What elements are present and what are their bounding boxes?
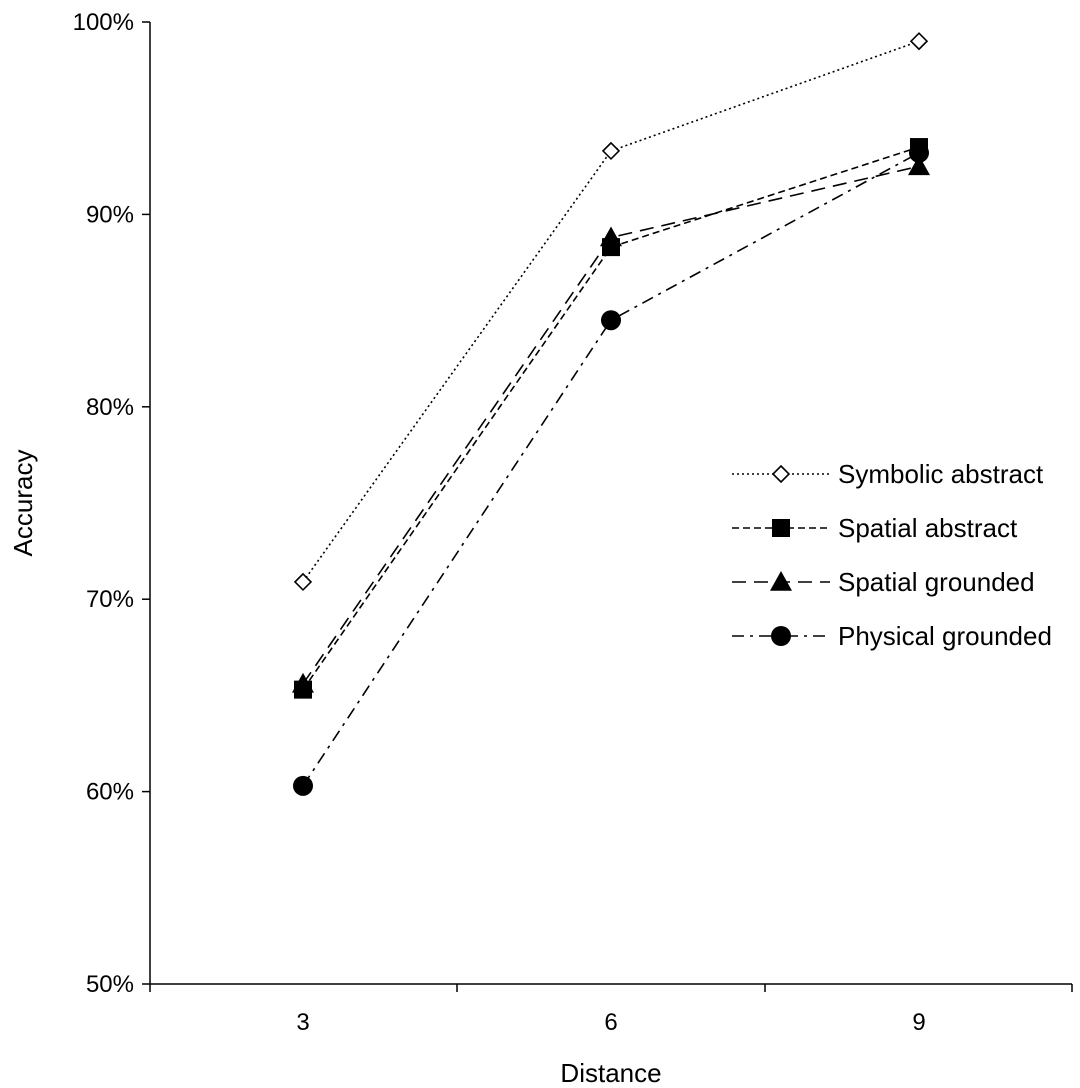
data-point [909, 142, 929, 163]
series-line [302, 165, 920, 685]
y-tick-label: 50% [86, 971, 134, 998]
legend-entry: Physical grounded [732, 621, 1052, 651]
series-spatial-abstract [294, 138, 928, 699]
legend-marker [772, 519, 790, 537]
legend-label: Physical grounded [838, 621, 1052, 651]
legend-label: Symbolic abstract [838, 459, 1044, 489]
y-tick-label: 70% [86, 586, 134, 613]
series-physical-grounded [293, 142, 929, 796]
y-tick-label: 60% [86, 779, 134, 806]
y-tick-label: 100% [73, 9, 134, 36]
data-point [909, 32, 929, 51]
x-tick-label: 3 [296, 1009, 309, 1036]
legend-entry: Spatial abstract [732, 513, 1018, 543]
y-tick-label: 80% [86, 394, 134, 421]
x-tick-label: 6 [604, 1009, 617, 1036]
x-axis-title: Distance [560, 1058, 661, 1088]
legend-label: Spatial abstract [838, 513, 1018, 543]
data-point [292, 672, 314, 693]
data-point [293, 572, 313, 592]
x-tick-label: 9 [912, 1009, 925, 1036]
data-point [293, 775, 313, 796]
data-point [601, 141, 621, 161]
legend-marker [770, 571, 792, 591]
legend: Symbolic abstract Spatial abstract Spatial… [732, 459, 1052, 651]
data-point [601, 310, 621, 331]
data-point [600, 226, 622, 247]
legend-marker [771, 626, 791, 646]
legend-entry: Spatial grounded [732, 567, 1035, 597]
axes: 50% 60% 70% 80% 90% 100% 3 6 9 [73, 9, 1073, 1036]
series-layer [292, 32, 930, 796]
series-spatial-grounded [292, 155, 930, 693]
legend-marker [771, 464, 791, 484]
legend-entry: Symbolic abstract [732, 459, 1044, 489]
series-line [302, 40, 920, 583]
y-axis-title: Accuracy [8, 450, 38, 557]
data-point [908, 155, 930, 176]
y-tick-label: 90% [86, 201, 134, 228]
legend-label: Spatial grounded [838, 567, 1035, 597]
series-symbolic-abstract [293, 32, 929, 592]
